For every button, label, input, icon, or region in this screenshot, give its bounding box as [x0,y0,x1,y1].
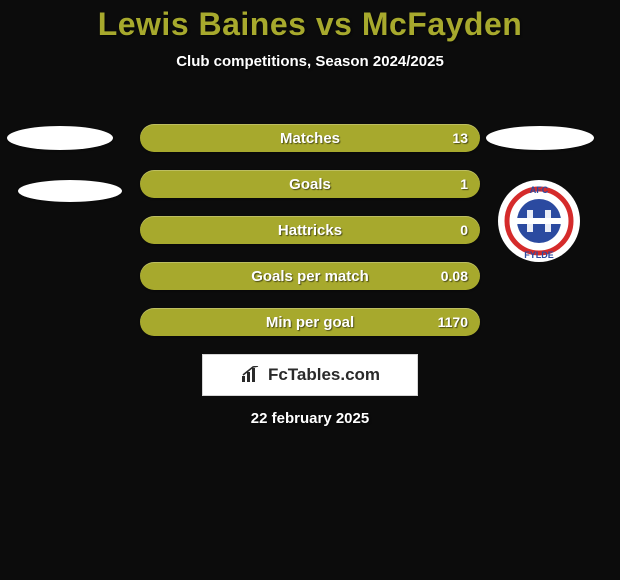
stat-row: Min per goal 1170 [140,308,480,336]
stats-list: Matches 13 Goals 1 Hattricks 0 Goals per match… [140,124,480,354]
stat-value: 1 [460,176,468,192]
crest-bottom-text: FYLDE [524,250,554,260]
stat-label: Goals [289,176,331,193]
page-title: Lewis Baines vs McFayden [0,0,620,43]
stat-row: Matches 13 [140,124,480,152]
date-text: 22 february 2025 [0,410,620,427]
stat-row: Goals 1 [140,170,480,198]
stat-value: 13 [452,130,468,146]
brand-box: FcTables.com [202,354,418,396]
stat-label: Goals per match [251,268,369,285]
club-crest: AFC FYLDE [498,180,580,262]
stat-row: Goals per match 0.08 [140,262,480,290]
stat-label: Hattricks [278,222,342,239]
left-placeholder-oval [7,126,113,150]
comparison-card: Lewis Baines vs McFayden Club competitio… [0,0,620,580]
right-placeholder-oval [486,126,594,150]
brand-chart-icon [240,366,262,384]
stat-value: 0 [460,222,468,238]
brand-text: FcTables.com [268,365,380,385]
stat-label: Matches [280,130,340,147]
stat-label: Min per goal [266,314,354,331]
subtitle: Club competitions, Season 2024/2025 [0,53,620,70]
stat-row: Hattricks 0 [140,216,480,244]
crest-svg: AFC FYLDE [498,180,580,262]
stat-value: 0.08 [441,268,468,284]
left-placeholder-oval [18,180,122,202]
stat-value: 1170 [438,314,468,330]
crest-top-text: AFC [530,185,549,195]
